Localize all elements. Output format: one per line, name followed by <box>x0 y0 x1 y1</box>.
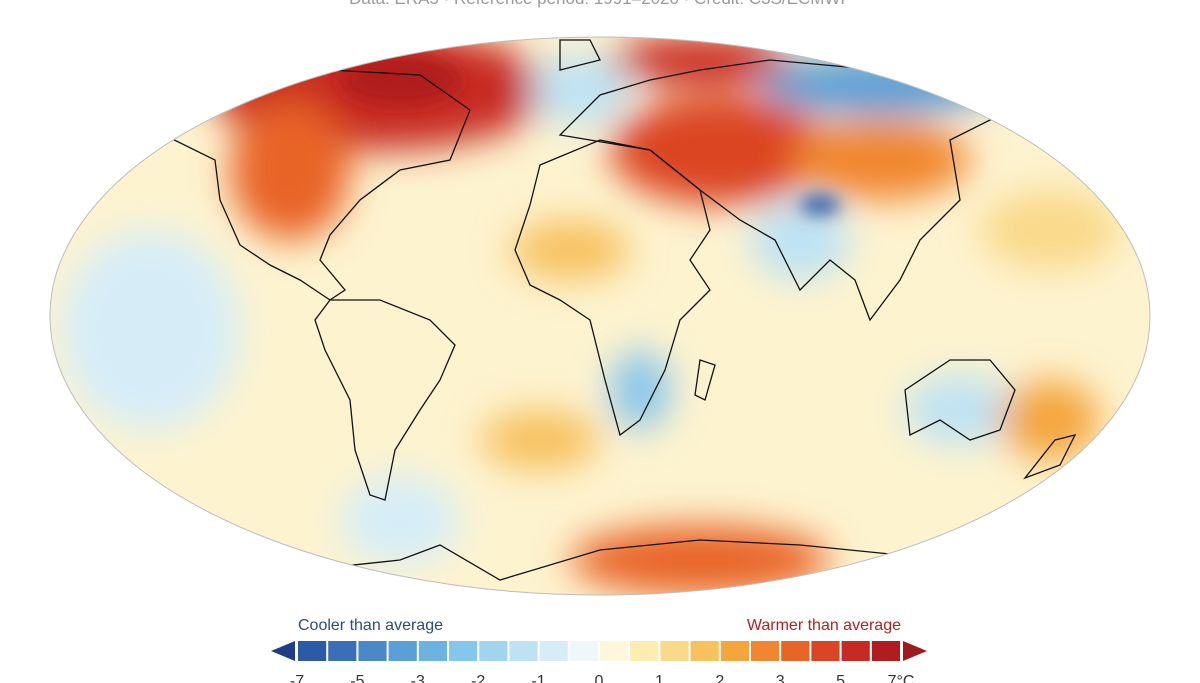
colorbar-bin <box>509 641 538 661</box>
colorbar-bin <box>569 641 598 661</box>
colorbar-tick-label: 3 <box>776 673 785 683</box>
colorbar-bin <box>600 641 629 661</box>
colorbar-bin <box>751 641 780 661</box>
colorbar-bin <box>871 641 900 661</box>
colorbar-bin <box>781 641 810 661</box>
colorbar-tick-label: -1 <box>531 673 545 683</box>
colorbar-bin <box>388 641 417 661</box>
colorbar-bin <box>539 641 568 661</box>
colorbar-tick-label: -5 <box>350 673 364 683</box>
colorbar: -7 -5 -3 -2 -1 0 1 2 3 5 7°C <box>271 641 927 683</box>
colorbar-tick-label: 7°C <box>888 673 915 683</box>
colorbar-tick-label: -3 <box>411 673 425 683</box>
subtitle: Data: ERA5 · Reference period: 1991–2020… <box>349 0 851 8</box>
colorbar-tick-label: 5 <box>836 673 845 683</box>
colorbar-bin <box>328 641 357 661</box>
colorbar-bin <box>660 641 689 661</box>
colorbar-bin <box>690 641 719 661</box>
colorbar-bin <box>841 641 870 661</box>
legend-left-label: Cooler than average <box>298 617 443 634</box>
colorbar-bin <box>449 641 478 661</box>
colorbar-low-arrow <box>271 641 295 661</box>
colorbar-bin <box>479 641 508 661</box>
colorbar-tick-label: 2 <box>715 673 724 683</box>
colorbar-bin <box>630 641 659 661</box>
colorbar-high-arrow <box>903 641 927 661</box>
legend-right-label: Warmer than average <box>747 617 901 634</box>
colorbar-tick-label: 0 <box>595 673 604 683</box>
colorbar-bin <box>418 641 447 661</box>
colorbar-tick-label: -7 <box>290 673 304 683</box>
colorbar-bin <box>358 641 387 661</box>
globe-outline <box>49 36 1151 596</box>
colorbar-bin <box>298 641 327 661</box>
colorbar-tick-label: -2 <box>471 673 485 683</box>
colorbar-bin <box>720 641 749 661</box>
coastlines <box>148 39 1077 581</box>
colorbar-tick-label: 1 <box>655 673 664 683</box>
colorbar-bin <box>811 641 840 661</box>
anomaly-map <box>50 37 1150 595</box>
